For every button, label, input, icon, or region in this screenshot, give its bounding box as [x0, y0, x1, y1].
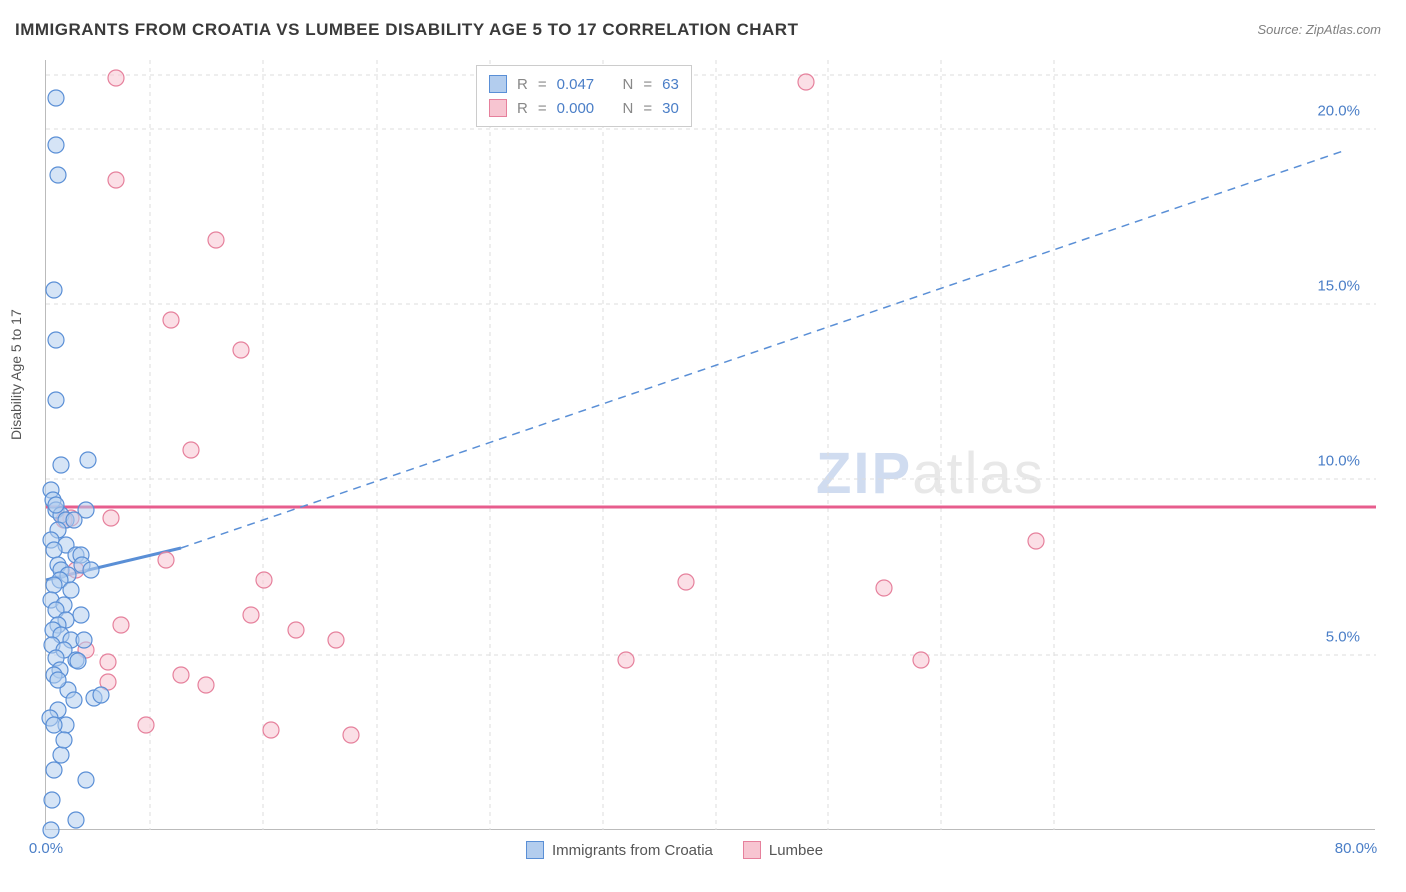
- corr-r-label: R: [517, 100, 528, 117]
- corr-row-lumbee: R = 0.000 N = 30: [489, 96, 679, 120]
- chart-title: IMMIGRANTS FROM CROATIA VS LUMBEE DISABI…: [15, 20, 798, 40]
- y-tick: 10.0%: [1317, 453, 1360, 470]
- y-tick: 5.0%: [1326, 629, 1360, 646]
- swatch-croatia-bottom: [526, 841, 544, 859]
- correlation-legend: R = 0.047 N = 63 R = 0.000 N = 30: [476, 65, 692, 127]
- corr-row-croatia: R = 0.047 N = 63: [489, 72, 679, 96]
- legend-item-lumbee: Lumbee: [743, 841, 823, 859]
- y-axis-label: Disability Age 5 to 17: [8, 309, 24, 440]
- eq-sign: =: [643, 76, 652, 93]
- plot-area: ZIPatlas 5.0%10.0%15.0%20.0% 0.0%80.0% R…: [45, 60, 1375, 830]
- swatch-lumbee: [489, 99, 507, 117]
- corr-n-label: N: [623, 100, 634, 117]
- chart-svg: [46, 60, 1375, 829]
- eq-sign: =: [538, 76, 547, 93]
- source-label: Source: ZipAtlas.com: [1257, 22, 1381, 37]
- corr-r-croatia: 0.047: [557, 76, 595, 93]
- legend-item-croatia: Immigrants from Croatia: [526, 841, 713, 859]
- eq-sign: =: [643, 100, 652, 117]
- eq-sign: =: [538, 100, 547, 117]
- bottom-legend: Immigrants from Croatia Lumbee: [526, 841, 823, 859]
- swatch-croatia: [489, 75, 507, 93]
- swatch-lumbee-bottom: [743, 841, 761, 859]
- x-tick: 0.0%: [29, 840, 63, 857]
- corr-n-croatia: 63: [662, 76, 679, 93]
- x-tick: 80.0%: [1335, 840, 1378, 857]
- y-tick: 20.0%: [1317, 103, 1360, 120]
- legend-label-croatia: Immigrants from Croatia: [552, 842, 713, 859]
- chart-container: IMMIGRANTS FROM CROATIA VS LUMBEE DISABI…: [0, 0, 1406, 892]
- corr-r-label: R: [517, 76, 528, 93]
- corr-n-lumbee: 30: [662, 100, 679, 117]
- corr-r-lumbee: 0.000: [557, 100, 595, 117]
- y-tick: 15.0%: [1317, 278, 1360, 295]
- corr-n-label: N: [623, 76, 634, 93]
- legend-label-lumbee: Lumbee: [769, 842, 823, 859]
